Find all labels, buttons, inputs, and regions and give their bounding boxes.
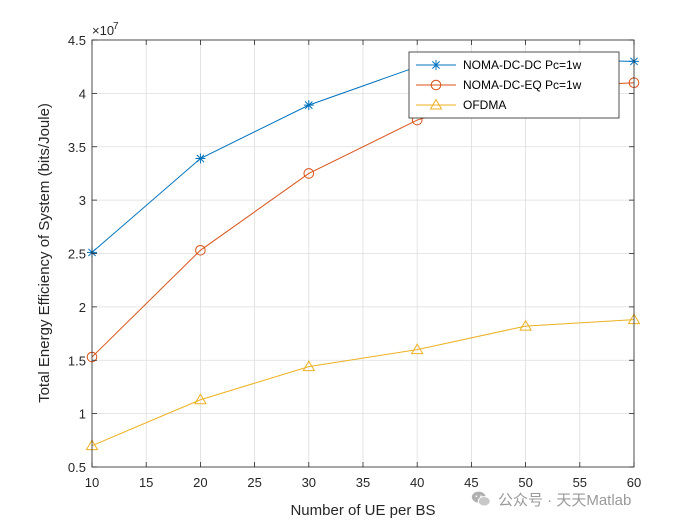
data-point (303, 100, 314, 111)
y-tick-label: 4.5 (68, 33, 86, 48)
y-exponent-base: ×10 (92, 23, 114, 38)
legend-entries: NOMA-DC-DC Pc=1w NOMA-DC-EQ Pc=1w OFDMA (416, 58, 582, 112)
data-point (303, 168, 315, 179)
x-tick-label: 55 (573, 475, 587, 490)
data-point (195, 244, 206, 256)
y-exponent-power: 7 (113, 21, 119, 32)
data-point (410, 343, 424, 355)
y-tick-label: 4 (79, 86, 86, 101)
watermark-text: 公众号 · 天天Matlab (498, 491, 632, 509)
watermark: 公众号 · 天天Matlab (470, 484, 692, 514)
data-point (302, 360, 316, 372)
x-tick-label: 15 (139, 475, 153, 490)
x-tick-label: 40 (410, 475, 424, 490)
tick-labels: 10 15 20 25 30 35 40 45 50 55 60 0.5 1 1.5 2 2.5 3 3.5 4 4.… (68, 33, 641, 490)
x-axis-label: Number of UE per BS (290, 502, 435, 519)
x-tick-label: 30 (302, 475, 316, 490)
data-point (195, 153, 206, 164)
y-tick-label: 2 (79, 300, 86, 315)
x-tick-label: 10 (85, 475, 99, 490)
legend-entry: OFDMA (416, 98, 506, 112)
legend-marker (429, 98, 443, 110)
data-point (519, 319, 532, 331)
x-tick-label: 35 (356, 475, 370, 490)
series-3 (85, 313, 641, 451)
series-line (91, 319, 635, 447)
legend-label: NOMA-DC-EQ Pc=1w (463, 78, 582, 92)
legend-label: OFDMA (463, 98, 506, 112)
wechat-icon (471, 491, 491, 507)
x-tick-label: 60 (627, 475, 641, 490)
y-tick-label: 1.5 (68, 353, 86, 368)
legend: NOMA-DC-DC Pc=1w NOMA-DC-EQ Pc=1w OFDMA (408, 51, 620, 119)
y-tick-label: 0.5 (68, 460, 86, 475)
y-tick-label: 1 (79, 407, 86, 422)
y-tick-label: 3.5 (68, 140, 86, 155)
y-tick-label: 3 (79, 193, 86, 208)
x-tick-label: 45 (464, 475, 478, 490)
legend-entry: NOMA-DC-DC Pc=1w (416, 58, 582, 72)
x-tick-label: 50 (518, 475, 532, 490)
legend-marker (431, 60, 441, 70)
y-tick-label: 2.5 (68, 247, 86, 262)
legend-label: NOMA-DC-DC Pc=1w (463, 58, 582, 72)
x-tick-label: 20 (193, 475, 207, 490)
x-tick-label: 25 (247, 475, 261, 490)
legend-marker (430, 79, 442, 91)
y-axis-label: Total Energy Efficiency of System (bits/… (36, 103, 53, 403)
data-point (194, 393, 207, 405)
legend-entry: NOMA-DC-EQ Pc=1w (416, 78, 582, 92)
ticks (91, 39, 635, 468)
